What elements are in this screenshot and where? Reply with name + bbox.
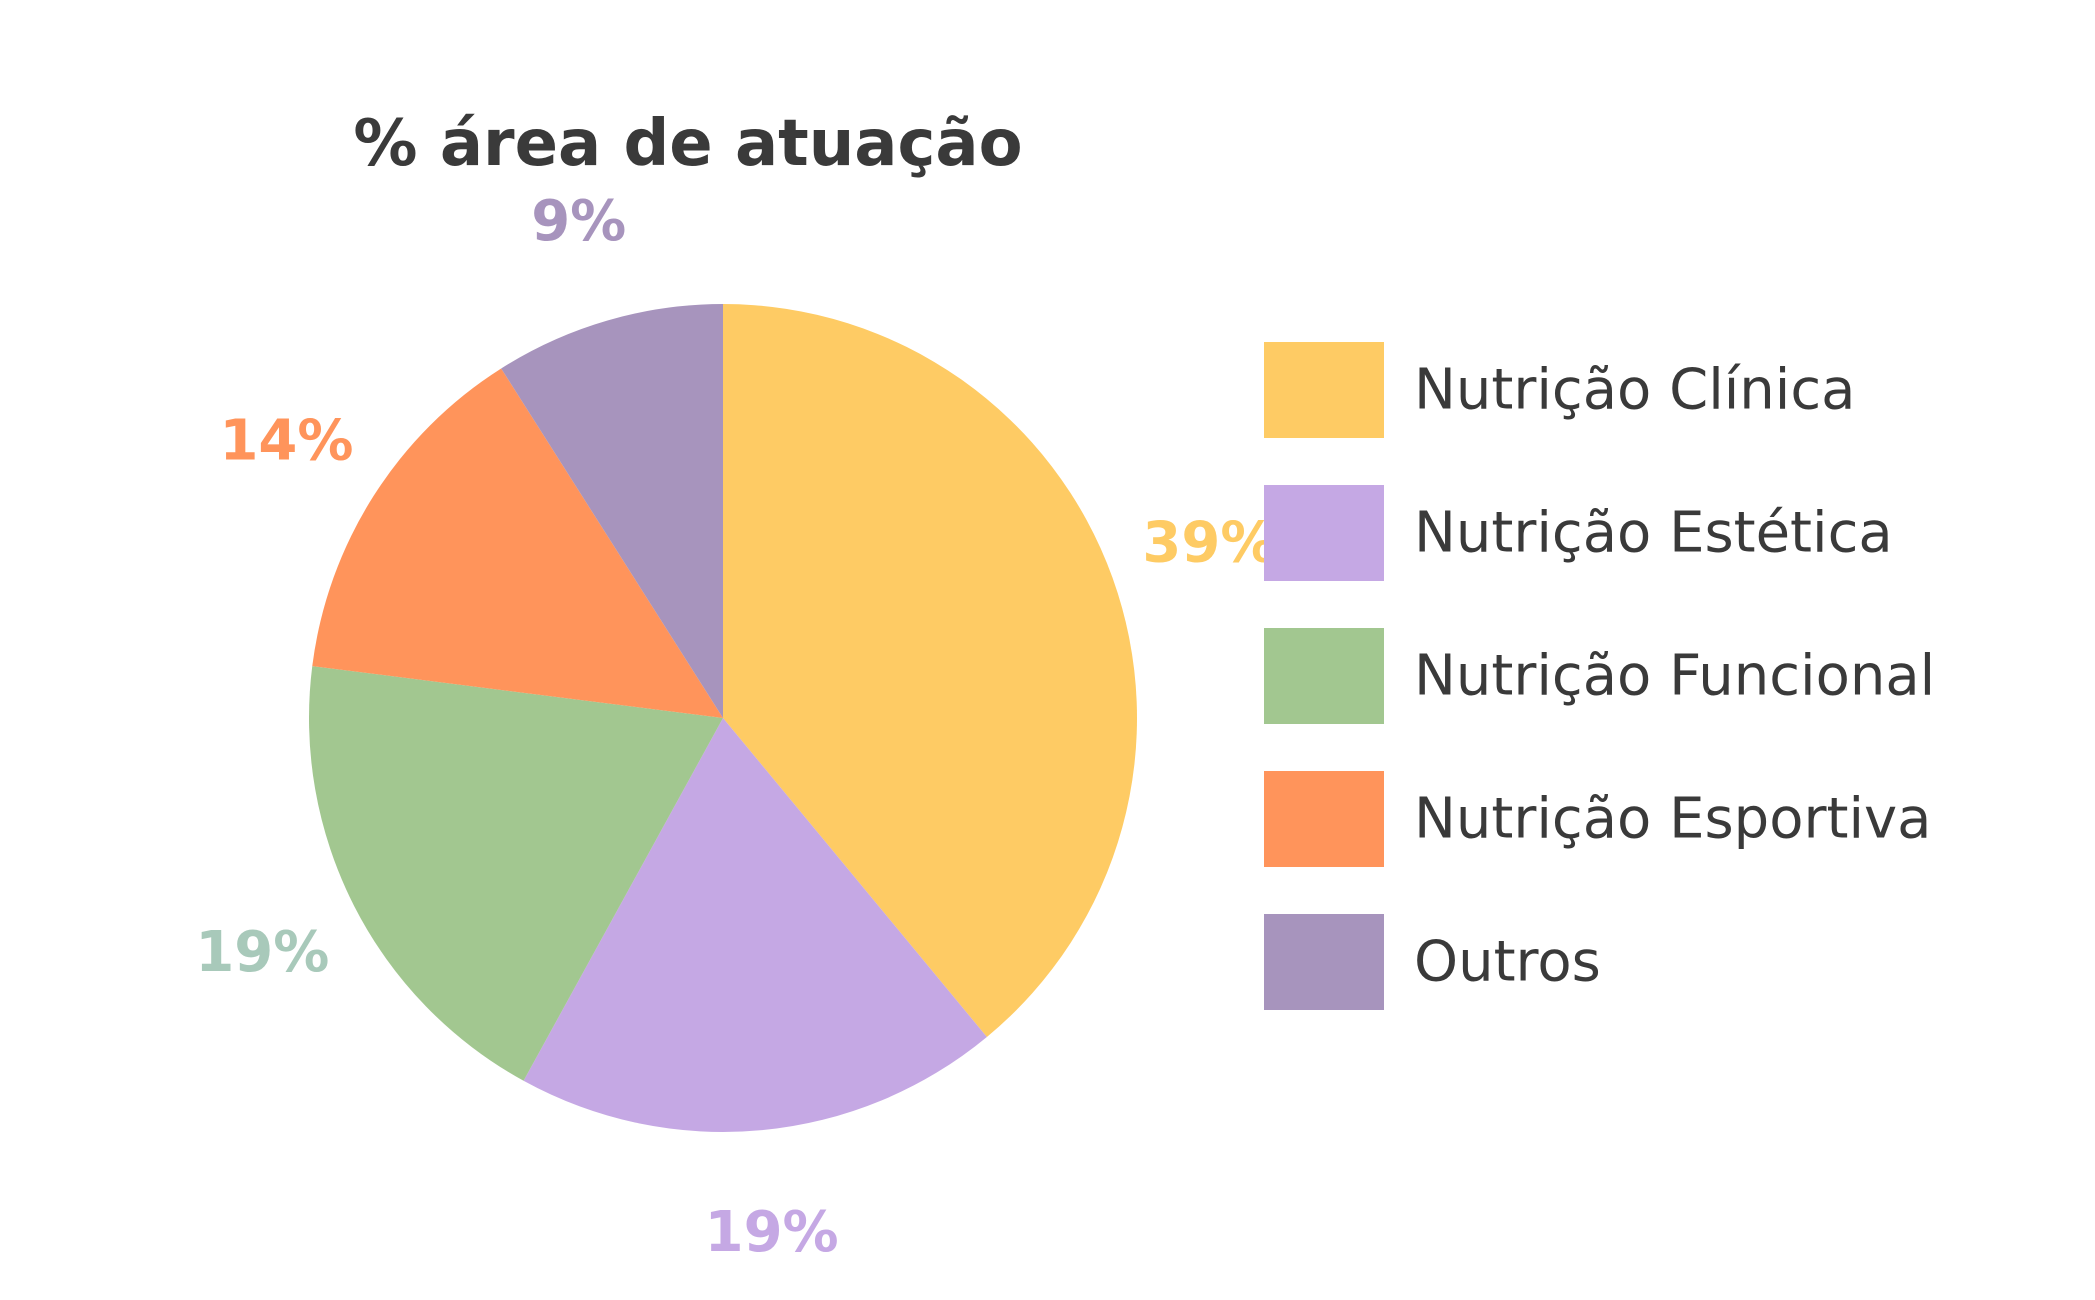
slice-label-outros: 9% xyxy=(531,189,626,254)
legend-swatch-nutricao-estetica xyxy=(1264,485,1384,581)
slice-labels: 39% 19% 19% 14% 9% xyxy=(195,189,1276,1265)
legend-label-nutricao-esportiva: Nutrição Esportiva xyxy=(1414,787,1931,852)
legend-label-nutricao-estetica: Nutrição Estética xyxy=(1414,501,1893,566)
pie-slice-nutricao-esportiva xyxy=(312,368,723,718)
legend-swatch-outros xyxy=(1264,914,1384,1010)
pie-slice-outros xyxy=(501,304,723,718)
legend: Nutrição Clínica Nutrição Estética Nutriçã… xyxy=(1264,342,1935,1010)
chart-title: % área de atuação xyxy=(353,107,1022,181)
legend-label-nutricao-clinica: Nutrição Clínica xyxy=(1414,358,1855,423)
slice-label-nutricao-esportiva: 14% xyxy=(219,408,353,473)
pie-slices xyxy=(309,304,1137,1133)
slice-label-nutricao-estetica: 19% xyxy=(705,1200,839,1265)
pie-slice-nutricao-funcional xyxy=(309,666,723,1081)
pie-slice-nutricao-estetica xyxy=(523,718,987,1133)
legend-swatch-nutricao-clinica xyxy=(1264,342,1384,438)
legend-swatch-nutricao-funcional xyxy=(1264,628,1384,724)
legend-swatch-nutricao-esportiva xyxy=(1264,771,1384,867)
slice-label-nutricao-funcional: 19% xyxy=(195,920,329,985)
legend-label-outros: Outros xyxy=(1414,930,1601,995)
slice-label-nutricao-clinica: 39% xyxy=(1142,510,1276,575)
pie-slice-nutricao-clinica xyxy=(723,304,1137,1037)
legend-label-nutricao-funcional: Nutrição Funcional xyxy=(1414,644,1935,709)
